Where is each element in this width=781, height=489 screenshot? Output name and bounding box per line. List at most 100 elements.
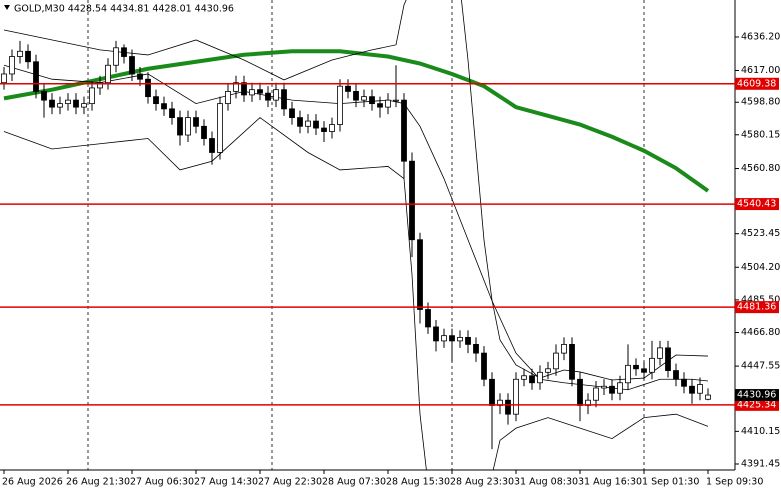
candle-body (473, 343, 479, 354)
candle-body (297, 117, 303, 127)
y-tick-label: 4410.15 (741, 426, 780, 437)
y-tick-label: 4598.80 (741, 97, 780, 108)
x-tick-label: 1 Sep 09:30 (706, 477, 763, 488)
x-tick-label: 26 Aug 21:30 (66, 477, 130, 488)
candle-body (665, 347, 671, 371)
candle-body (681, 378, 687, 387)
last-price-box (735, 389, 779, 402)
candle-body (249, 89, 255, 96)
candle-body (393, 99, 399, 102)
candle-body (649, 357, 655, 373)
symbol-icon (4, 5, 10, 10)
candle-body (17, 50, 23, 57)
candle-body (577, 378, 583, 406)
candle-body (1, 73, 7, 84)
candle-body (521, 375, 527, 380)
candle-body (241, 82, 247, 96)
indicator-line (3, 49, 710, 193)
y-tick-label: 4391.45 (741, 458, 780, 469)
last-price-label: 4430.96 (737, 390, 776, 401)
candle-body (97, 82, 103, 89)
candle-body (689, 385, 695, 394)
candle-body (361, 96, 367, 101)
candle-body (705, 394, 711, 400)
candle-body (201, 125, 207, 139)
candle-body (489, 378, 495, 406)
candle-body (457, 337, 463, 342)
candle-body (529, 375, 535, 384)
candle-body (345, 85, 351, 92)
candle-body (369, 96, 375, 105)
candle-body (57, 103, 63, 108)
candle-body (33, 61, 39, 92)
candle-body (401, 99, 407, 162)
y-tick-label: 4580.15 (741, 129, 780, 140)
candle-body (217, 103, 223, 153)
level-label-box (735, 398, 779, 411)
level-label: 4425.34 (737, 399, 776, 410)
candle-body (145, 78, 151, 98)
candle-body (385, 99, 391, 108)
x-tick-label: 27 Aug 06:30 (130, 477, 194, 488)
candle-body (137, 73, 143, 80)
candle-body (537, 371, 543, 384)
level-label-box (735, 301, 779, 314)
candle-body (177, 117, 183, 136)
x-tick-label: 28 Aug 23:30 (450, 477, 514, 488)
indicator-line (3, 117, 709, 470)
candle-body (353, 91, 359, 101)
candle-body (465, 337, 471, 345)
candle-body (433, 326, 439, 342)
candle-body (121, 47, 127, 57)
x-tick-label: 27 Aug 14:30 (194, 477, 258, 488)
chart-title: GOLD,M30 4428.54 4434.81 4428.01 4430.96 (14, 4, 234, 15)
y-tick-label: 4636.20 (741, 31, 780, 42)
x-tick-label: 26 Aug 2026 (2, 477, 63, 488)
candle-body (545, 368, 551, 373)
candle-body (601, 385, 607, 389)
candle-body (193, 117, 199, 127)
candle-body (233, 82, 239, 92)
candle-body (329, 124, 335, 132)
x-tick-label: 31 Aug 16:30 (578, 477, 642, 488)
candle-body (425, 309, 431, 328)
x-tick-label: 31 Aug 08:30 (514, 477, 578, 488)
candle-body (561, 343, 567, 354)
x-tick-label: 28 Aug 07:30 (322, 477, 386, 488)
candle-body (409, 160, 415, 241)
candle-body (81, 103, 87, 108)
level-label: 4540.43 (737, 199, 776, 210)
candle-body (73, 99, 79, 108)
candle-body (377, 103, 383, 108)
candle-body (273, 89, 279, 101)
candle-body (49, 99, 55, 108)
y-tick-label: 4485.50 (741, 294, 780, 305)
level-label-box (735, 198, 779, 211)
candle-body (657, 347, 663, 359)
candle-body (161, 103, 167, 110)
y-tick-label: 4617.00 (741, 65, 780, 76)
candle-body (633, 364, 639, 370)
candle-body (481, 352, 487, 380)
y-tick-label: 4504.20 (741, 262, 780, 273)
candle-body (265, 92, 271, 101)
candle-body (65, 99, 71, 105)
candle-body (169, 108, 175, 118)
candle-body (449, 335, 455, 342)
candle-body (41, 91, 47, 101)
candle-body (129, 56, 135, 75)
candle-body (321, 127, 327, 132)
candle-body (313, 120, 319, 129)
candle-body (641, 368, 647, 373)
x-tick-label: 27 Aug 22:30 (258, 477, 322, 488)
y-tick-label: 4447.55 (741, 361, 780, 372)
candle-body (9, 56, 15, 75)
level-label: 4481.36 (737, 302, 776, 313)
x-tick-label: 1 Sep 01:30 (642, 477, 699, 488)
y-tick-label: 4560.80 (741, 163, 780, 174)
candle-body (673, 370, 679, 380)
candle-body (89, 87, 95, 105)
candle-body (289, 108, 295, 118)
level-label: 4609.38 (737, 78, 776, 89)
